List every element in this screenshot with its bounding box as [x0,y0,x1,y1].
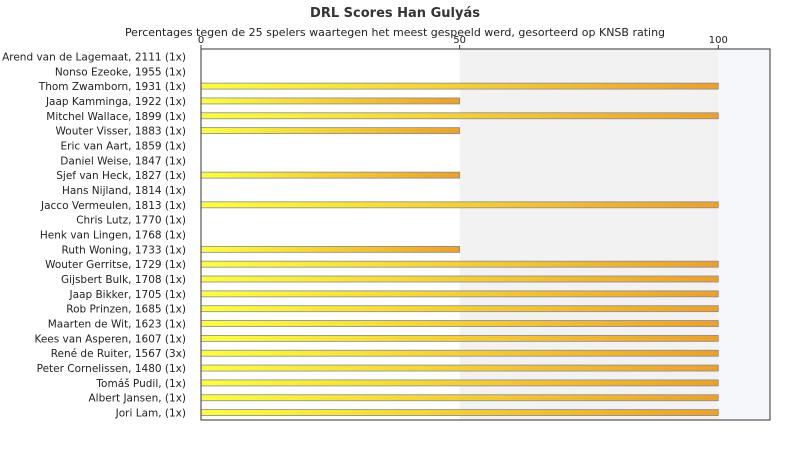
category-label: Jacco Vermeulen, 1813 (1x) [40,200,186,212]
category-label: Mitchel Wallace, 1899 (1x) [46,111,186,123]
band-100-max [718,49,770,420]
bar [200,171,461,179]
bar [200,260,719,268]
category-label: Ruth Woning, 1733 (1x) [62,244,187,256]
chart-subtitle: Percentages tegen de 25 spelers waartege… [125,26,665,39]
category-label: Eric van Aart, 1859 (1x) [61,140,187,152]
bar [200,112,719,120]
category-label: Chris Lutz, 1770 (1x) [76,215,186,227]
bar [200,305,719,313]
bar [200,290,719,298]
category-label: René de Ruiter, 1567 (3x) [51,348,186,360]
category-label: Nonso Ezeoke, 1955 (1x) [55,66,186,78]
category-label: Thom Zwamborn, 1931 (1x) [38,81,186,93]
bar [200,379,719,387]
category-label: Maarten de Wit, 1623 (1x) [48,319,186,331]
bar [200,275,719,283]
category-label: Sjef van Heck, 1827 (1x) [56,170,186,182]
bar [200,364,719,372]
category-labels: Arend van de Lagemaat, 2111 (1x) Nonso Ez… [2,51,186,419]
category-label: Henk van Lingen, 1768 (1x) [40,230,186,242]
category-label: Jaap Bikker, 1705 (1x) [69,289,186,301]
bar [200,97,461,105]
x-tick-label: 50 [453,35,466,46]
bar [200,201,719,209]
category-label: Peter Cornelissen, 1480 (1x) [37,363,186,375]
category-label: Gijsbert Bulk, 1708 (1x) [61,274,186,286]
category-label: Hans Nijland, 1814 (1x) [62,185,186,197]
x-tick-label: 100 [709,35,728,46]
x-axis-ticks: 0 50 100 [198,35,728,49]
category-label: Rob Prinzen, 1685 (1x) [66,304,186,316]
plot-frame [200,48,771,421]
band-50-100 [459,49,719,420]
bar [200,320,719,327]
bar [200,82,719,90]
category-label: Jori Lam, (1x) [115,408,186,420]
category-label: Wouter Visser, 1883 (1x) [56,126,187,138]
bar [200,409,719,416]
bar [200,334,719,342]
category-label: Jaap Kamminga, 1922 (1x) [45,96,186,108]
category-label: Daniel Weise, 1847 (1x) [60,155,186,167]
bar [200,245,461,253]
chart-title: DRL Scores Han Gulyás [310,6,480,21]
category-label: Wouter Gerritse, 1729 (1x) [45,259,186,271]
category-label: Kees van Asperen, 1607 (1x) [34,333,186,345]
plot-background [459,49,770,420]
bar [200,127,461,135]
bar [200,349,719,357]
x-tick-label: 0 [198,35,204,46]
category-label: Arend van de Lagemaat, 2111 (1x) [2,51,186,63]
category-label: Albert Jansen, (1x) [88,393,186,405]
category-label: Tomáš Pudil, (1x) [95,378,186,390]
bar [200,394,719,402]
